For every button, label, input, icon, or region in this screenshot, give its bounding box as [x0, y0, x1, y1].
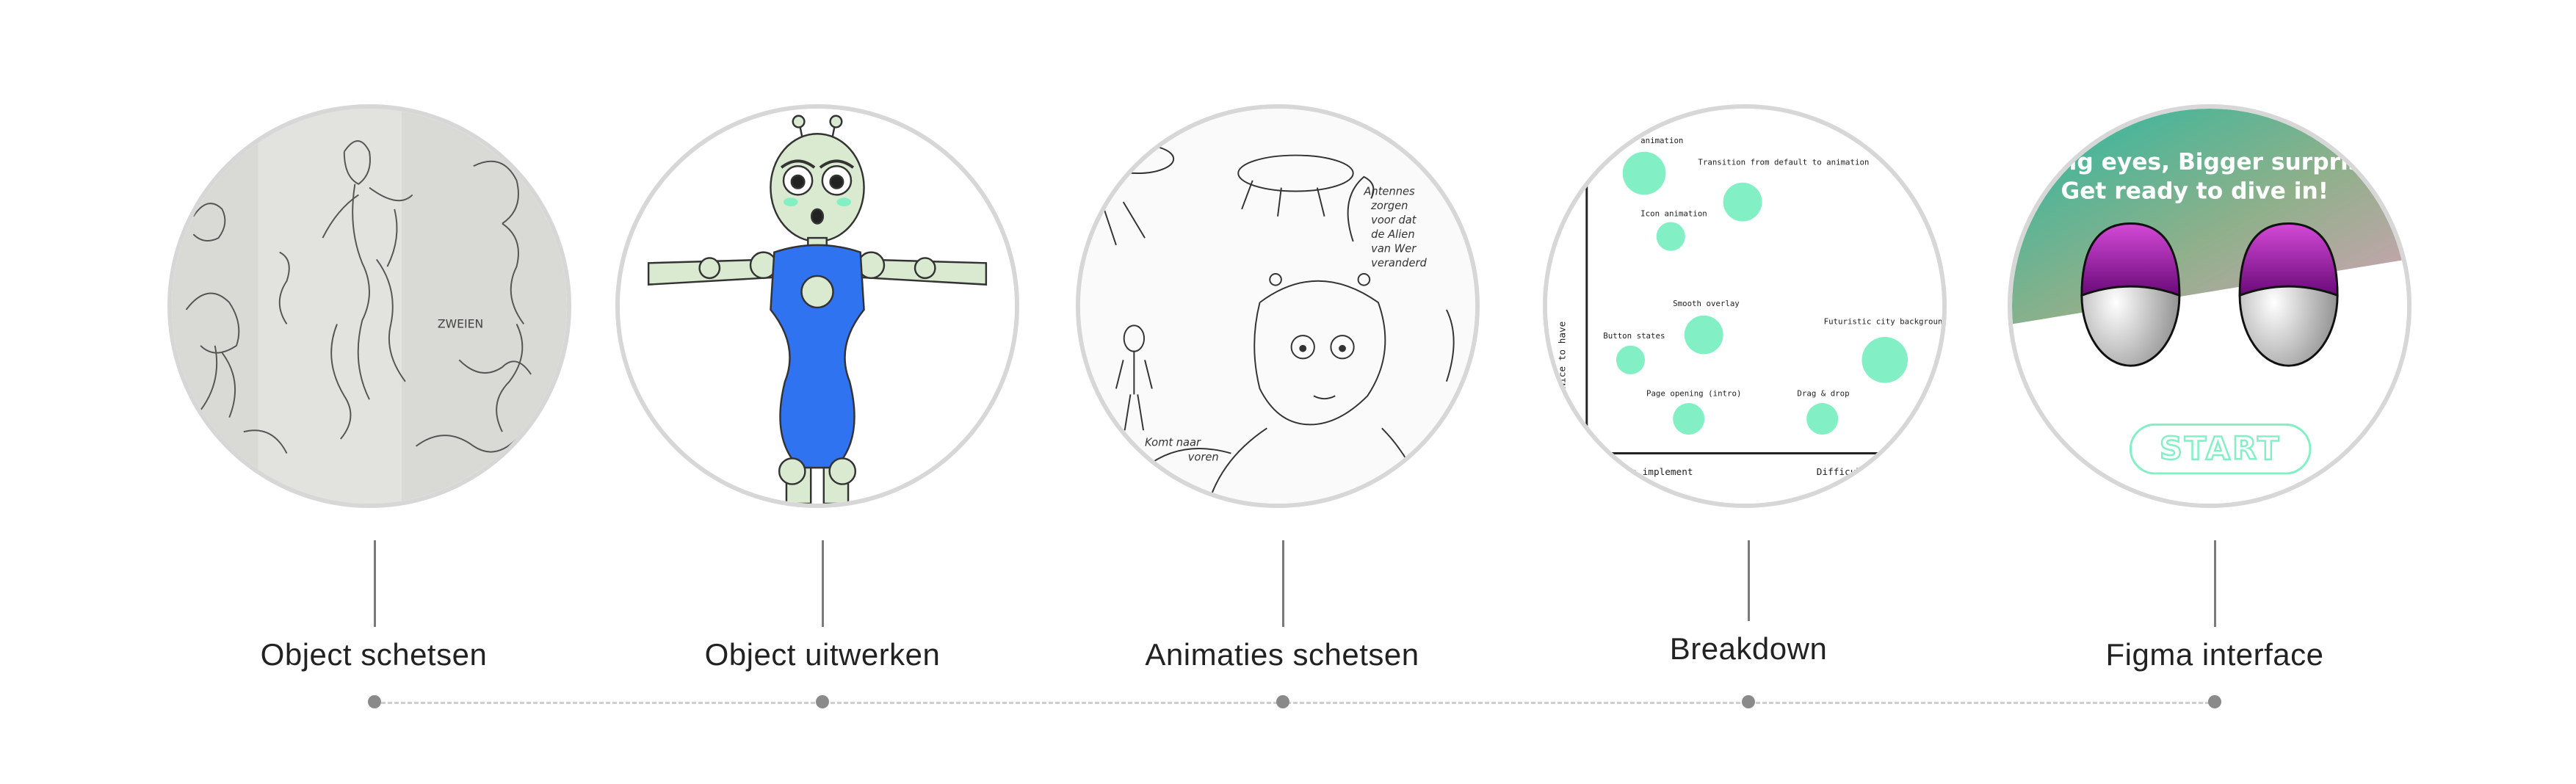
breakdown-point [1862, 337, 1909, 383]
step-label-animaties-schetsen: Animaties schetsen [1145, 637, 1419, 672]
alien-character-image [620, 109, 1015, 504]
breakdown-point [1673, 403, 1705, 435]
timeline-dashed-line [375, 702, 2216, 704]
animation-sketch-image: Antennes zorgen voor dat de Alien van We… [1080, 109, 1475, 504]
step-label-figma-interface: Figma interface [2105, 637, 2324, 672]
left-eye-icon [2080, 222, 2181, 367]
breakdown-point [1656, 222, 1685, 251]
breakdown-item-label: Drag & drop [1797, 388, 1849, 398]
breakdown-point [1806, 403, 1839, 435]
sketch-annotation-line: voren [1188, 451, 1219, 463]
sketch-annotation-line: Antennes [1363, 185, 1415, 197]
step-label-breakdown: Breakdown [1669, 631, 1828, 666]
sketch-annotation-line: van Wer [1371, 243, 1417, 255]
connector-line [2214, 540, 2216, 627]
sketch-annotation-line: zorgen [1370, 200, 1408, 212]
breakdown-chart-image: Nice to have Easy to implement Difficult… [1547, 109, 1942, 504]
breakdown-point [1723, 182, 1762, 222]
timeline-dot [1276, 695, 1289, 708]
sketch-annotation-line: de Alien [1371, 228, 1414, 241]
timeline-dot [816, 695, 829, 708]
start-button-label[interactable]: START [2159, 429, 2282, 468]
figma-headline: Big eyes, Bigger surprise [2052, 149, 2378, 175]
sketch-annotation-line: voor dat [1371, 214, 1417, 227]
breakdown-item-label: animation [1640, 136, 1683, 145]
sketch-annotation-line: veranderd [1371, 257, 1427, 269]
breakdown-x-label-right: Difficult [1817, 466, 1867, 477]
sketch-annotation-line: Komt naar [1145, 437, 1201, 449]
connector-line [1282, 540, 1284, 627]
sketch-note: ZWEIEN [438, 316, 483, 330]
breakdown-item-label: Icon animation [1640, 209, 1707, 219]
timeline-dot [1742, 695, 1755, 708]
breakdown-point [1616, 345, 1646, 374]
figma-subheadline: Get ready to dive in! [2061, 178, 2329, 204]
breakdown-item-label: Page opening (intro) [1646, 388, 1741, 398]
alien-character-circle [615, 104, 1019, 508]
connector-line [1748, 540, 1750, 621]
sketch-photo-circle: ZWEIEN [167, 104, 571, 508]
breakdown-item-label: Smooth overlay [1673, 299, 1740, 308]
step-label-object-uitwerken: Object uitwerken [704, 637, 941, 672]
animation-sketch-circle: Antennes zorgen voor dat de Alien van We… [1076, 104, 1480, 508]
breakdown-x-label-left: Easy to implement [1597, 466, 1693, 477]
timeline-dot [2208, 695, 2221, 708]
figma-interface-circle: Big eyes, Bigger surprise Get ready to d… [2008, 104, 2412, 508]
figma-interface-image: Big eyes, Bigger surprise Get ready to d… [2012, 109, 2407, 504]
timeline-dot [368, 695, 381, 708]
breakdown-item-label: Button states [1603, 331, 1665, 341]
connector-line [374, 540, 376, 627]
step-label-object-schetsen: Object schetsen [260, 637, 488, 672]
start-button[interactable] [2129, 423, 2312, 475]
right-eye-icon [2238, 222, 2339, 367]
pencil-sketch-image: ZWEIEN [172, 109, 567, 504]
connector-line [822, 540, 824, 627]
breakdown-chart-circle: Nice to have Easy to implement Difficult… [1543, 104, 1947, 508]
breakdown-point [1684, 315, 1723, 355]
breakdown-item-label: Futuristic city background [1824, 316, 1942, 326]
breakdown-point [1622, 151, 1666, 195]
breakdown-item-label: Transition from default to animation [1698, 157, 1869, 167]
breakdown-y-label: Nice to have [1556, 322, 1567, 389]
